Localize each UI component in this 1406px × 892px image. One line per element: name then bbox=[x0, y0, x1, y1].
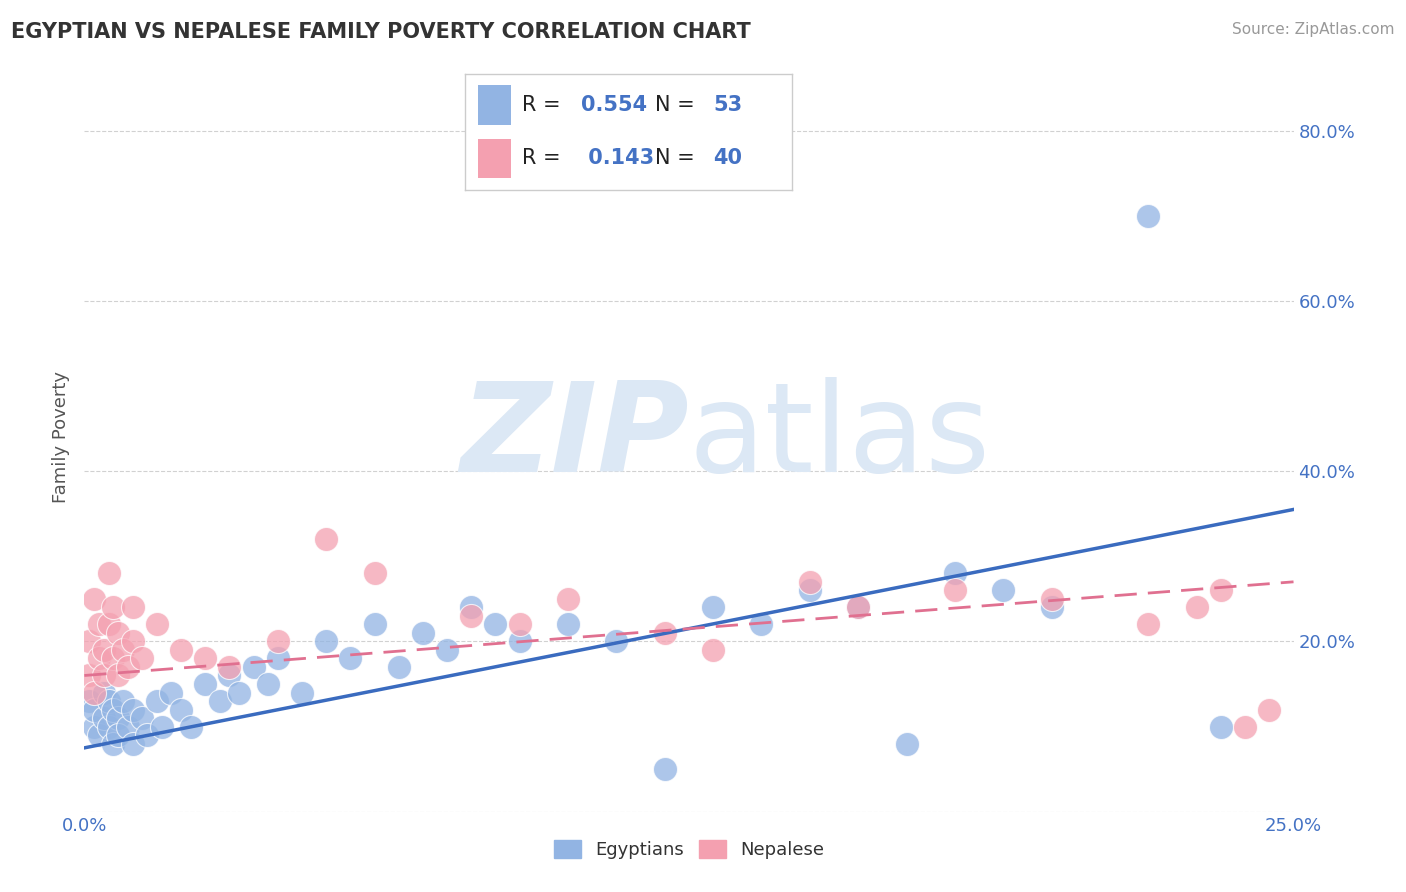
Point bbox=[605, 634, 627, 648]
Point bbox=[93, 685, 115, 699]
Point bbox=[846, 600, 869, 615]
Point bbox=[117, 660, 139, 674]
Point bbox=[702, 643, 724, 657]
Point bbox=[943, 566, 966, 581]
Text: ZIP: ZIP bbox=[460, 376, 689, 498]
Point bbox=[112, 694, 135, 708]
Text: Source: ZipAtlas.com: Source: ZipAtlas.com bbox=[1232, 22, 1395, 37]
Point bbox=[170, 702, 193, 716]
Point bbox=[121, 702, 143, 716]
Point bbox=[846, 600, 869, 615]
Point bbox=[363, 617, 385, 632]
Point bbox=[218, 668, 240, 682]
Point bbox=[103, 651, 125, 665]
Point bbox=[257, 677, 280, 691]
Legend: Egyptians, Nepalese: Egyptians, Nepalese bbox=[547, 832, 831, 866]
Point bbox=[121, 737, 143, 751]
Point bbox=[131, 711, 153, 725]
Point bbox=[146, 694, 169, 708]
Point bbox=[103, 600, 125, 615]
Point bbox=[460, 600, 482, 615]
Point bbox=[97, 617, 120, 632]
Point bbox=[267, 651, 290, 665]
Point bbox=[194, 651, 217, 665]
Point bbox=[93, 668, 115, 682]
Point bbox=[93, 643, 115, 657]
Point bbox=[97, 720, 120, 734]
Point bbox=[97, 694, 120, 708]
Point bbox=[136, 728, 159, 742]
Point bbox=[993, 583, 1015, 598]
Point bbox=[412, 626, 434, 640]
Point bbox=[194, 677, 217, 691]
Point bbox=[83, 685, 105, 699]
Point bbox=[484, 617, 506, 632]
Point bbox=[1040, 591, 1063, 606]
Point bbox=[218, 660, 240, 674]
Point bbox=[87, 617, 110, 632]
Point bbox=[83, 702, 105, 716]
Point bbox=[77, 694, 100, 708]
Point bbox=[83, 720, 105, 734]
Point bbox=[93, 711, 115, 725]
Point bbox=[77, 634, 100, 648]
Point bbox=[315, 533, 337, 547]
Point bbox=[97, 566, 120, 581]
Point bbox=[702, 600, 724, 615]
Point bbox=[557, 591, 579, 606]
Point bbox=[315, 634, 337, 648]
Point bbox=[228, 685, 250, 699]
Point bbox=[509, 634, 531, 648]
Point bbox=[291, 685, 314, 699]
Point bbox=[1258, 702, 1281, 716]
Point bbox=[388, 660, 411, 674]
Point bbox=[1209, 583, 1232, 598]
Point bbox=[1137, 209, 1160, 223]
Point bbox=[799, 574, 821, 589]
Point bbox=[107, 711, 129, 725]
Point bbox=[267, 634, 290, 648]
Point bbox=[1209, 720, 1232, 734]
Point bbox=[896, 737, 918, 751]
Point bbox=[83, 591, 105, 606]
Point bbox=[1137, 617, 1160, 632]
Point bbox=[1185, 600, 1208, 615]
Point bbox=[363, 566, 385, 581]
Point bbox=[654, 762, 676, 776]
Point bbox=[208, 694, 231, 708]
Point bbox=[160, 685, 183, 699]
Point bbox=[509, 617, 531, 632]
Point bbox=[150, 720, 173, 734]
Point bbox=[339, 651, 361, 665]
Point bbox=[436, 643, 458, 657]
Text: atlas: atlas bbox=[689, 376, 991, 498]
Point bbox=[107, 668, 129, 682]
Point bbox=[1234, 720, 1257, 734]
Point bbox=[121, 600, 143, 615]
Point bbox=[460, 608, 482, 623]
Point bbox=[87, 728, 110, 742]
Y-axis label: Family Poverty: Family Poverty bbox=[52, 371, 70, 503]
Point bbox=[117, 720, 139, 734]
Point bbox=[943, 583, 966, 598]
Point bbox=[87, 651, 110, 665]
Point bbox=[180, 720, 202, 734]
Point bbox=[146, 617, 169, 632]
Point bbox=[751, 617, 773, 632]
Point bbox=[103, 737, 125, 751]
Point bbox=[799, 583, 821, 598]
Point bbox=[1040, 600, 1063, 615]
Point bbox=[170, 643, 193, 657]
Point bbox=[77, 668, 100, 682]
Point bbox=[107, 728, 129, 742]
Point bbox=[107, 626, 129, 640]
Text: EGYPTIAN VS NEPALESE FAMILY POVERTY CORRELATION CHART: EGYPTIAN VS NEPALESE FAMILY POVERTY CORR… bbox=[11, 22, 751, 42]
Point bbox=[131, 651, 153, 665]
Point bbox=[242, 660, 264, 674]
Point bbox=[654, 626, 676, 640]
Point bbox=[121, 634, 143, 648]
Point bbox=[112, 643, 135, 657]
Point bbox=[103, 702, 125, 716]
Point bbox=[557, 617, 579, 632]
